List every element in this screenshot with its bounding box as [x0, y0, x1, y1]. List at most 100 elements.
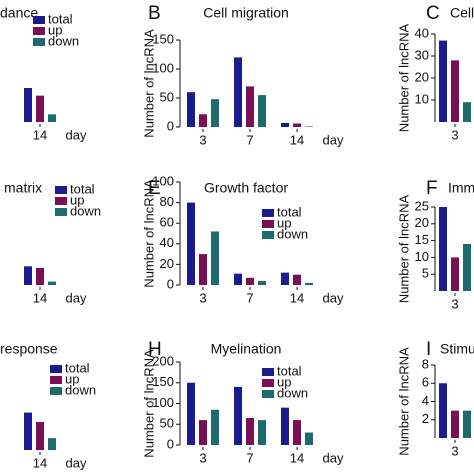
y-tick-label: 6 [422, 375, 429, 390]
bar [187, 382, 195, 445]
bar [48, 438, 56, 450]
bar [36, 268, 44, 285]
bar [451, 257, 459, 291]
panel-title: matrix [4, 180, 42, 196]
legend-label: total [277, 363, 302, 378]
legend-label: down [48, 33, 79, 48]
bar [246, 418, 254, 445]
y-tick-label: 40 [160, 235, 174, 250]
y-tick-label: 20 [160, 256, 174, 271]
x-tick-label: 3 [451, 127, 458, 142]
bar [187, 202, 195, 285]
bar [24, 88, 32, 122]
y-tick-label: 100 [152, 60, 174, 75]
x-tick-label: 14 [290, 290, 304, 305]
bar [48, 114, 56, 122]
bar [211, 409, 219, 445]
panel-title: Stimu [440, 341, 474, 357]
legend-swatch [33, 38, 45, 46]
panel-label: H [148, 339, 162, 360]
y-tick-label: 8 [422, 356, 429, 371]
bar [281, 272, 289, 285]
legend-swatch [55, 208, 67, 216]
y-tick-label: 0 [167, 436, 174, 451]
legend-label: down [277, 385, 308, 400]
y-tick-label: 200 [152, 353, 174, 368]
legend-label: total [70, 181, 95, 196]
legend-label: total [48, 11, 73, 26]
x-tick-label: 14 [33, 455, 47, 470]
bar [234, 57, 242, 127]
bar [293, 274, 301, 285]
bar [451, 410, 459, 438]
y-tick-label: 100 [152, 395, 174, 410]
panel-label: E [148, 178, 161, 199]
y-tick-label: 10 [415, 249, 429, 264]
bar [199, 254, 207, 285]
bar [199, 420, 207, 445]
legend-label: up [48, 22, 62, 37]
x-tick-label: 14 [290, 132, 304, 147]
y-tick-label: 2 [422, 411, 429, 426]
bar [451, 60, 459, 122]
x-tick-label: 3 [199, 450, 206, 465]
panel-label: C [426, 3, 440, 24]
y-axis-label: Number of lncRNA [141, 29, 156, 138]
bar [246, 86, 254, 127]
bar [258, 95, 266, 127]
y-tick-label: 40 [415, 25, 429, 40]
y-tick-label: 0 [167, 276, 174, 291]
bar [305, 432, 313, 445]
bar [24, 412, 32, 450]
legend-swatch [55, 197, 67, 205]
x-tick-label: 7 [246, 450, 253, 465]
panel-title: response [0, 341, 58, 357]
legend-label: down [65, 382, 96, 397]
bar [211, 99, 219, 127]
x-tick-label: 14 [33, 290, 47, 305]
bar [293, 123, 301, 127]
legend-label: up [65, 371, 79, 386]
x-tick-label: 3 [199, 290, 206, 305]
y-tick-label: 150 [152, 31, 174, 46]
x-tick-label: 3 [199, 132, 206, 147]
y-tick-label: 30 [415, 47, 429, 62]
legend-swatch [33, 16, 45, 24]
legend-swatch [262, 390, 274, 398]
legend-label: up [70, 192, 84, 207]
panel-title: Growth factor [204, 180, 288, 196]
bar [211, 231, 219, 285]
bar [36, 421, 44, 450]
x-axis-label: day [66, 455, 87, 470]
panel-title: Cell migration [203, 5, 289, 21]
y-tick-label: 4 [422, 393, 429, 408]
y-axis-label: Number of lncRNA [141, 349, 156, 458]
y-tick-label: 150 [152, 374, 174, 389]
y-tick-label: 50 [160, 416, 174, 431]
panel-title: dance [0, 5, 38, 21]
bar [305, 126, 313, 127]
bar [305, 282, 313, 285]
bar [439, 40, 447, 122]
panel-title: Cell [450, 5, 474, 21]
y-tick-label: 20 [415, 215, 429, 230]
bar [258, 420, 266, 445]
panel-label: F [426, 178, 438, 199]
legend-swatch [262, 220, 274, 228]
x-tick-label: 3 [451, 443, 458, 458]
legend-swatch [262, 379, 274, 387]
bar [281, 122, 289, 127]
bar [463, 410, 471, 438]
x-tick-label: 7 [246, 290, 253, 305]
bar [187, 92, 195, 127]
y-axis-label: Number of lncRNA [396, 194, 411, 303]
bar [48, 281, 56, 285]
panel-title: Imm [448, 180, 474, 196]
y-axis-label: Number of lncRNA [141, 179, 156, 288]
bar [281, 407, 289, 445]
legend-label: down [277, 226, 308, 241]
y-tick-label: 25 [415, 198, 429, 213]
y-tick-label: 20 [415, 69, 429, 84]
bar [439, 207, 447, 291]
